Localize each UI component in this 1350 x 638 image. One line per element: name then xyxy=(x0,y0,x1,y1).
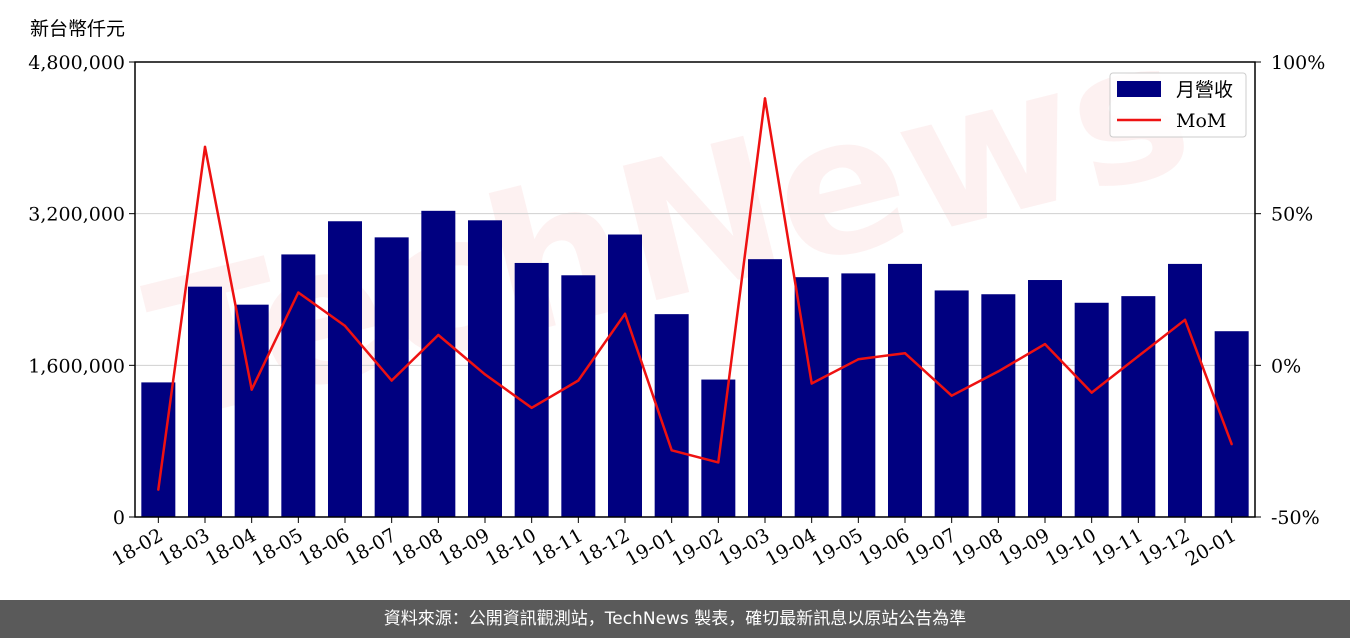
mom-point xyxy=(1183,318,1187,322)
mom-point xyxy=(1137,355,1140,358)
right-tick-label: 0% xyxy=(1271,355,1301,377)
x-tick-label: 19-09 xyxy=(995,524,1053,570)
mom-point xyxy=(670,449,673,452)
mom-point xyxy=(577,379,580,382)
mom-point xyxy=(1043,342,1047,346)
grid-lines xyxy=(135,213,1255,366)
revenue-bar xyxy=(701,379,736,517)
mom-point xyxy=(1090,391,1093,394)
right-tick-label: -50% xyxy=(1271,507,1320,529)
revenue-bar xyxy=(281,254,316,518)
x-tick-label: 18-08 xyxy=(388,524,446,570)
source-footer: 資料來源：公開資訊觀測站，TechNews 製表，確切最新訊息以原站公告為準 xyxy=(0,600,1350,638)
x-tick-label: 19-06 xyxy=(855,524,913,570)
bar-series xyxy=(141,210,1249,518)
x-tick-label: 19-07 xyxy=(902,524,960,570)
mom-point xyxy=(623,312,627,315)
x-tick-label: 19-01 xyxy=(622,524,680,570)
left-tick-label: 1,600,000 xyxy=(28,355,125,377)
mom-point xyxy=(483,373,487,376)
x-tick-label: 18-12 xyxy=(575,524,633,570)
mom-point xyxy=(390,379,393,382)
right-tick-label: 50% xyxy=(1271,204,1313,226)
revenue-bar xyxy=(561,275,596,517)
x-tick-label: 19-03 xyxy=(715,524,773,570)
revenue-bar xyxy=(328,221,362,517)
revenue-bar xyxy=(1074,302,1109,517)
revenue-bar xyxy=(888,263,922,517)
mom-point xyxy=(530,406,533,409)
revenue-bar xyxy=(934,290,969,517)
revenue-bar xyxy=(841,273,876,517)
mom-line xyxy=(157,97,1233,490)
revenue-bar xyxy=(374,237,409,518)
x-tick-label: 19-11 xyxy=(1088,524,1146,570)
revenue-bar xyxy=(748,259,782,517)
revenue-bar xyxy=(468,220,502,518)
mom-point xyxy=(903,352,907,355)
legend-bar-label: 月營收 xyxy=(1176,79,1233,101)
mom-point xyxy=(297,291,300,294)
x-tick-label: 19-02 xyxy=(668,524,726,570)
x-axis: 18-0218-0318-0418-0518-0618-0718-0818-09… xyxy=(108,517,1240,571)
mom-point xyxy=(950,394,953,397)
revenue-bar xyxy=(1214,331,1249,517)
x-tick-label: 19-08 xyxy=(948,524,1006,570)
x-tick-label: 18-04 xyxy=(202,524,260,570)
x-tick-label: 18-03 xyxy=(155,524,213,570)
x-tick-label: 20-01 xyxy=(1182,524,1240,570)
x-tick-label: 18-11 xyxy=(528,524,586,570)
left-tick-label: 4,800,000 xyxy=(28,52,125,74)
revenue-bar xyxy=(188,286,222,517)
revenue-bar xyxy=(608,234,642,518)
x-tick-label: 19-04 xyxy=(762,524,820,570)
x-tick-label: 19-05 xyxy=(808,524,866,570)
mom-point xyxy=(763,97,767,100)
x-tick-label: 18-10 xyxy=(482,524,540,570)
x-tick-label: 18-02 xyxy=(108,524,166,570)
mom-point xyxy=(1230,443,1233,446)
right-y-axis: -50% 0% 50% 100% xyxy=(1255,52,1325,529)
mom-point xyxy=(157,488,160,491)
legend: 月營收 MoM xyxy=(1109,72,1247,138)
unit-label: 新台幣仟元 xyxy=(30,18,126,40)
left-tick-label: 0 xyxy=(113,507,125,529)
left-y-axis: 0 1,600,000 3,200,000 4,800,000 xyxy=(28,52,135,529)
revenue-bar xyxy=(421,210,456,517)
revenue-bar xyxy=(514,262,549,517)
x-tick-label: 18-05 xyxy=(248,524,306,570)
x-tick-label: 19-10 xyxy=(1042,524,1100,570)
line-series xyxy=(157,97,1233,491)
footer-text: 資料來源：公開資訊觀測站，TechNews 製表，確切最新訊息以原站公告為準 xyxy=(383,609,967,629)
mom-point xyxy=(203,145,207,149)
revenue-bar xyxy=(981,294,1016,517)
revenue-bar xyxy=(1028,280,1062,517)
x-tick-label: 18-06 xyxy=(295,524,353,570)
revenue-chart: 0 1,600,000 3,200,000 4,800,000 -50% 0% 50% 10… xyxy=(28,52,1325,571)
revenue-bar xyxy=(234,304,269,517)
mom-point xyxy=(857,358,860,361)
right-tick-label: 100% xyxy=(1271,52,1325,74)
mom-point xyxy=(437,333,440,337)
x-tick-label: 18-09 xyxy=(435,524,493,570)
mom-point xyxy=(343,324,347,328)
revenue-bar xyxy=(1121,296,1156,517)
legend-bar-swatch xyxy=(1117,81,1161,97)
revenue-bar xyxy=(1168,263,1202,517)
x-tick-label: 19-12 xyxy=(1135,524,1193,570)
mom-point xyxy=(250,388,253,391)
mom-point xyxy=(810,382,813,385)
mom-point xyxy=(717,461,720,464)
left-tick-label: 3,200,000 xyxy=(28,204,125,226)
mom-point xyxy=(997,370,1000,373)
x-tick-label: 18-07 xyxy=(342,524,400,570)
legend-line-label: MoM xyxy=(1176,110,1226,132)
plot-frame xyxy=(134,61,1256,518)
